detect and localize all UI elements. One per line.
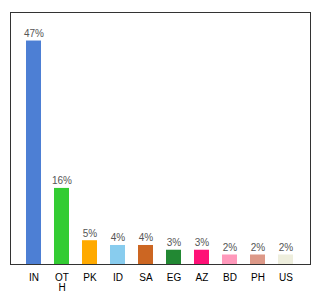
svg-text:3%: 3%: [195, 237, 210, 248]
svg-text:2%: 2%: [279, 242, 294, 253]
svg-text:SA: SA: [139, 272, 153, 283]
svg-text:2%: 2%: [251, 242, 266, 253]
svg-text:4%: 4%: [139, 232, 154, 243]
svg-text:2%: 2%: [223, 242, 238, 253]
svg-text:4%: 4%: [111, 232, 126, 243]
svg-text:PH: PH: [251, 272, 265, 283]
svg-text:ID: ID: [113, 272, 123, 283]
svg-text:US: US: [279, 272, 293, 283]
svg-text:OTH: OTH: [55, 272, 69, 293]
svg-text:5%: 5%: [83, 228, 98, 239]
svg-text:AZ: AZ: [196, 272, 209, 283]
svg-text:PK: PK: [83, 272, 97, 283]
svg-text:IN: IN: [29, 272, 39, 283]
svg-text:16%: 16%: [52, 175, 72, 186]
svg-text:3%: 3%: [167, 237, 182, 248]
svg-text:47%: 47%: [24, 28, 44, 39]
svg-text:BD: BD: [223, 272, 237, 283]
svg-text:EG: EG: [167, 272, 182, 283]
